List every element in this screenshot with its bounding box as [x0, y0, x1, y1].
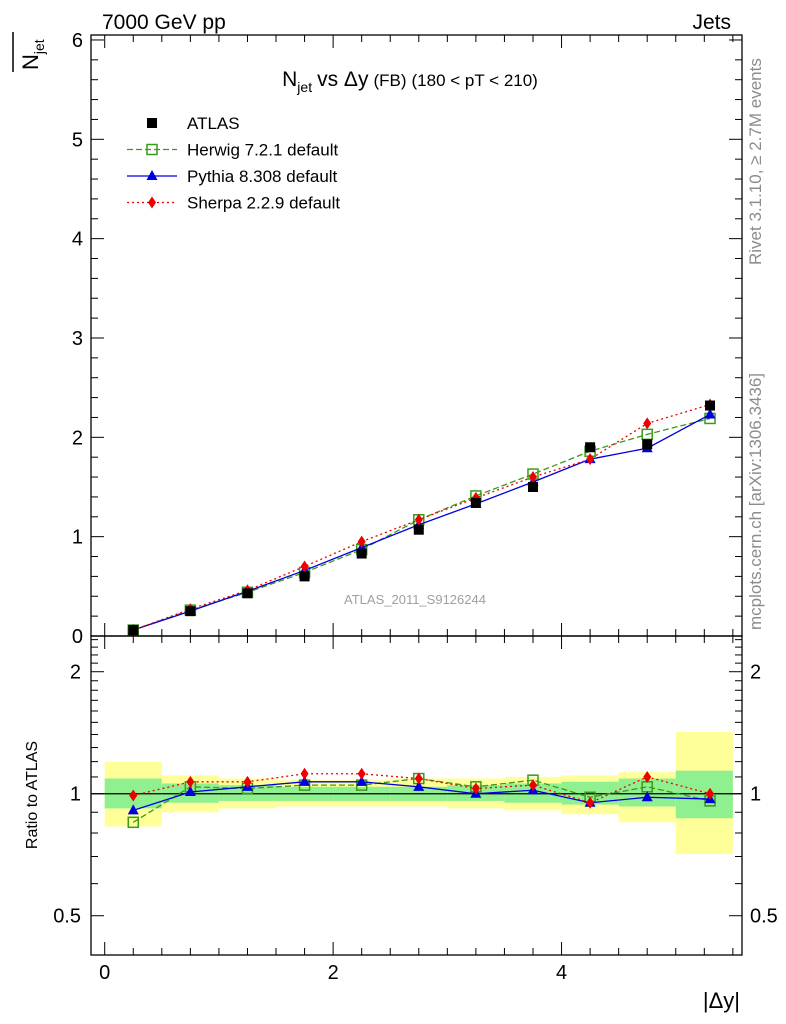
rivet-label: Rivet 3.1.10, ≥ 2.7M events	[746, 58, 765, 265]
point-data-main	[356, 548, 367, 559]
point-data-main	[470, 497, 481, 508]
legend-label-data: ATLAS	[187, 114, 240, 133]
point-sherpa-ratio	[243, 775, 252, 788]
legend-entry-sherpa: Sherpa 2.2.9 default	[127, 194, 340, 213]
point-sherpa-ratio	[414, 772, 423, 785]
ratio-y-tick-label-right: 2	[750, 662, 761, 684]
series-line-sherpa-ratio	[133, 773, 711, 804]
point-data-main	[299, 571, 310, 582]
title-fb: (FB)	[373, 71, 406, 90]
point-pythia-main	[704, 408, 716, 419]
point-data-main	[585, 442, 596, 453]
legend-marker-data	[147, 118, 157, 128]
point-sherpa-ratio	[300, 767, 309, 780]
point-sherpa-ratio	[357, 767, 366, 780]
main-y-tick-label: 5	[72, 129, 83, 151]
point-sherpa-main	[357, 535, 366, 548]
point-data-main	[527, 481, 538, 492]
point-sherpa-main	[586, 453, 595, 466]
main-y-tick-label: 2	[72, 427, 83, 449]
point-pythia-ratio	[127, 804, 139, 815]
header-left-label: 7000 GeV pp	[102, 11, 226, 34]
ylabel-n: N	[18, 54, 43, 70]
ylabel-sub: jet	[31, 39, 47, 55]
legend-marker-pythia	[146, 170, 158, 180]
point-sherpa-main	[643, 417, 652, 430]
main-y-tick-label: 3	[72, 328, 83, 350]
mcplots-label: mcplots.cern.ch [arXiv:1306.3436]	[746, 373, 765, 630]
legend-marker-herwig	[146, 143, 158, 156]
legend-label-herwig: Herwig 7.2.1 default	[187, 141, 338, 160]
x-tick-label: 2	[328, 962, 339, 984]
legend-entry-pythia: Pythia 8.308 default	[127, 167, 338, 186]
main-y-tick-label: 1	[72, 527, 83, 549]
point-pythia-ratio	[413, 780, 425, 791]
ratio-frame	[90, 635, 743, 956]
point-sherpa-ratio	[586, 796, 595, 809]
title-n: N	[282, 68, 297, 91]
title-sub: jet	[296, 79, 312, 95]
main-title: Njet vs Δy (FB) (180 < pT < 210)	[282, 68, 538, 95]
point-data-main	[705, 400, 716, 411]
point-data-main	[642, 439, 653, 450]
legend-entry-herwig: Herwig 7.2.1 default	[127, 141, 338, 160]
x-axis-label: |Δy|	[703, 988, 740, 1013]
point-pythia-ratio	[641, 791, 653, 802]
point-data-main	[413, 524, 424, 535]
svg-text:Njet: Njet	[18, 39, 47, 70]
point-sherpa-ratio	[471, 782, 480, 795]
legend-label-pythia: Pythia 8.308 default	[187, 167, 338, 186]
x-tick-label: 4	[556, 962, 567, 984]
analysis-watermark: ATLAS_2011_S9126244	[344, 592, 486, 607]
x-tick-label: 0	[99, 962, 110, 984]
point-pythia-ratio	[356, 775, 368, 786]
header-right-label: Jets	[692, 11, 731, 34]
main-y-tick-label: 4	[72, 229, 83, 251]
point-herwig-ratio	[127, 816, 140, 829]
ratio-y-axis-label: Ratio to ATLAS	[24, 741, 41, 849]
ratio-y-tick-label-right: 0.5	[750, 906, 778, 928]
point-sherpa-ratio	[528, 779, 537, 792]
ratio-y-tick-label: 1	[70, 784, 81, 806]
series-line-herwig-ratio	[132, 777, 711, 823]
main-y-axis-label: Njet	[12, 32, 47, 72]
legend-label-sherpa: Sherpa 2.2.9 default	[187, 194, 340, 213]
point-data-main	[185, 606, 196, 617]
ratio-y-tick-label-right: 1	[750, 784, 761, 806]
point-sherpa-main	[300, 560, 309, 573]
point-sherpa-ratio	[129, 789, 138, 802]
ratio-y-tick-label: 0.5	[53, 906, 81, 928]
title-vs: vs Δy	[317, 68, 369, 91]
ratio-y-tick-label: 2	[70, 662, 81, 684]
point-sherpa-main	[528, 471, 537, 484]
point-sherpa-main	[414, 513, 423, 526]
point-sherpa-ratio	[643, 770, 652, 783]
point-pythia-ratio	[299, 775, 311, 786]
legend-entry-data: ATLAS	[147, 114, 240, 133]
point-sherpa-ratio	[706, 787, 715, 800]
title-range: (180 < pT < 210)	[412, 71, 538, 90]
legend-marker-sherpa	[148, 196, 156, 209]
point-data-main	[242, 588, 253, 599]
point-pythia-ratio	[184, 785, 196, 796]
main-y-tick-label: 6	[72, 30, 83, 52]
point-sherpa-ratio	[186, 775, 195, 788]
ratio-band-inner	[675, 770, 733, 819]
main-y-tick-label: 0	[72, 626, 83, 648]
